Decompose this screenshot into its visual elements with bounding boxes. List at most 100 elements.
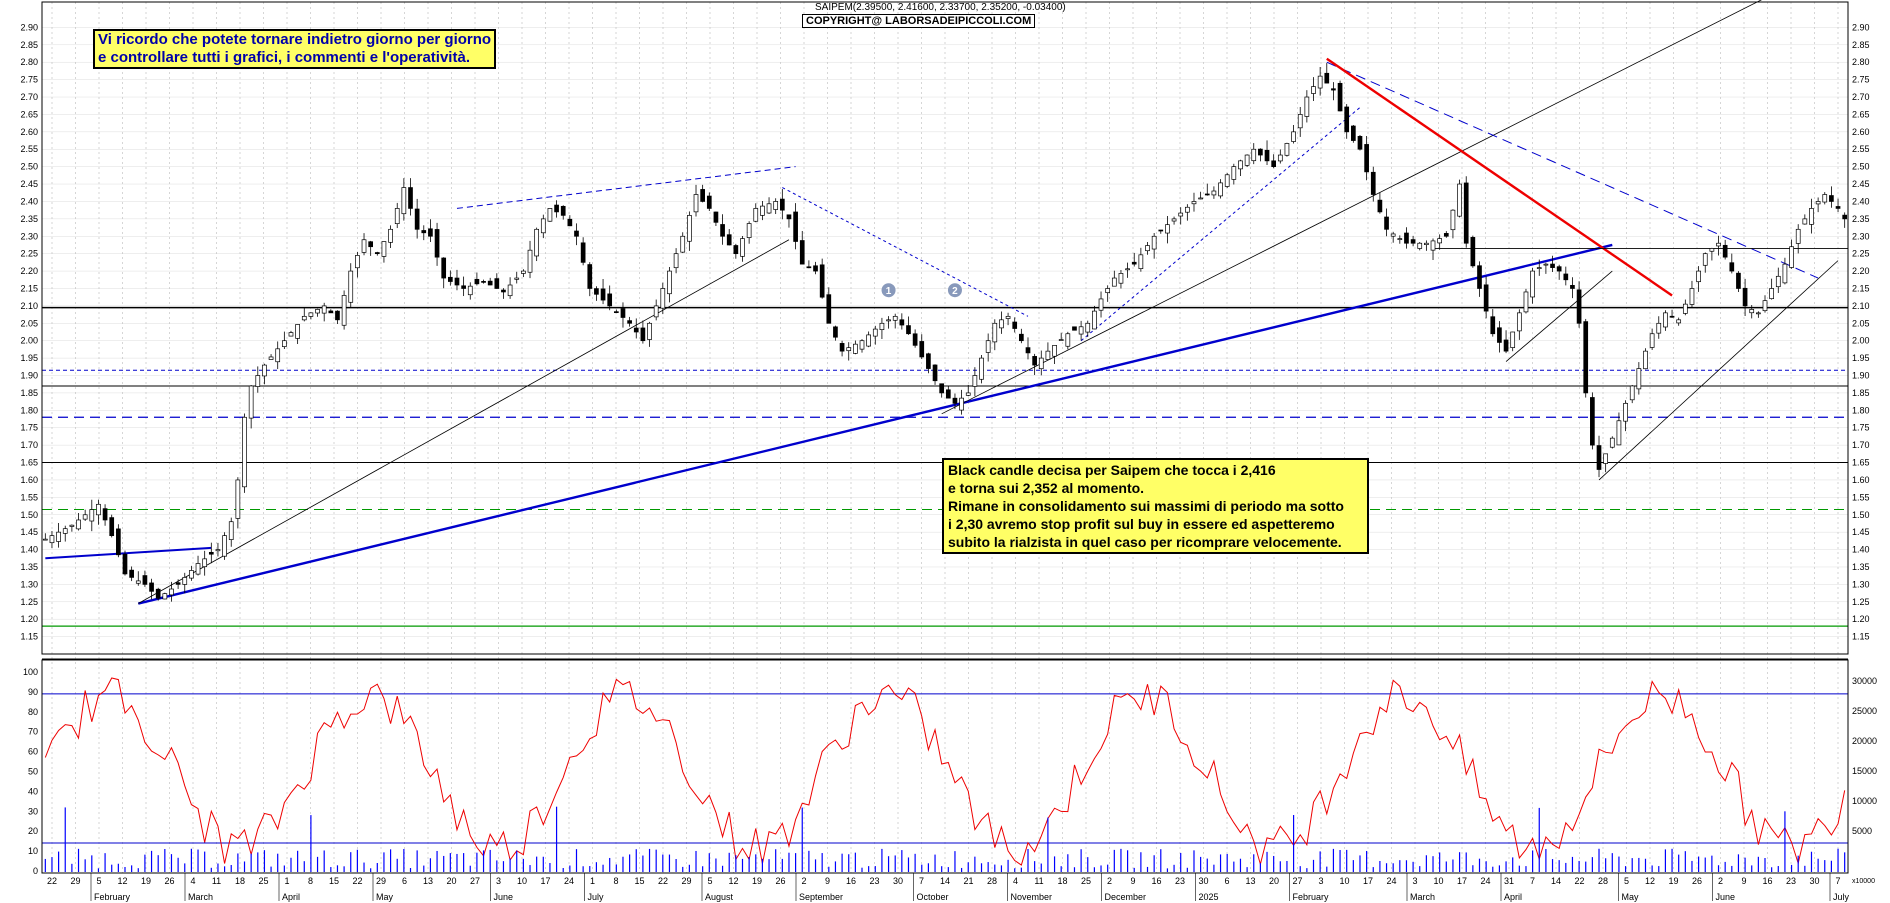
candle-body (288, 332, 294, 337)
x-day-tick-label: 3 (1412, 876, 1417, 886)
candle-body (1098, 298, 1104, 311)
candle-body (62, 528, 68, 534)
candle-body (826, 294, 832, 324)
trend-line-dotted (1080, 107, 1361, 342)
candle-body (1038, 357, 1044, 370)
candle-body (1032, 356, 1037, 366)
candle-body (866, 334, 871, 347)
candle-body (1012, 321, 1018, 329)
candle-body (587, 264, 593, 289)
candle-body (760, 205, 765, 216)
candle-body (540, 218, 546, 234)
candle-body (109, 517, 115, 536)
candle-body (1331, 88, 1336, 91)
candle-body (135, 580, 141, 584)
y-tick-label-right: 1.20 (1852, 614, 1870, 624)
candle-body (574, 230, 579, 237)
candle-body (129, 569, 134, 578)
candle-body (1291, 131, 1296, 142)
candle-body (381, 241, 387, 257)
candle-body (421, 230, 427, 234)
candle-body (1742, 287, 1748, 307)
candle-body (919, 341, 925, 358)
candle-body (1251, 148, 1257, 162)
candle-body (687, 215, 692, 242)
candle-body (607, 293, 613, 307)
y-tick-label-right: 2.90 (1852, 22, 1870, 32)
y-tick-label-left: 2.20 (20, 266, 38, 276)
y-tick-label-right: 2.70 (1852, 92, 1870, 102)
x-day-tick-label: 16 (1151, 876, 1161, 886)
x-day-tick-label: 4 (190, 876, 195, 886)
candle-body (1404, 232, 1409, 244)
candle-body (1590, 397, 1595, 446)
candle-body (1550, 263, 1555, 268)
candle-body (706, 195, 712, 209)
candle-body (348, 270, 354, 303)
x-day-tick-label: 4 (1013, 876, 1018, 886)
y-tick-label-right: 2.10 (1852, 301, 1870, 311)
x-day-tick-label: 21 (963, 876, 973, 886)
candle-body (1689, 288, 1695, 305)
x-day-tick-label: 3 (1318, 876, 1323, 886)
candle-body (1636, 368, 1642, 390)
candle-body (799, 240, 805, 265)
x-day-tick-label: 22 (47, 876, 57, 886)
candle-body (1530, 270, 1535, 298)
y-tick-label-left: 2.65 (20, 109, 38, 119)
candle-body (142, 575, 148, 585)
candle-body (1025, 347, 1031, 354)
y-tick-label-left: 1.65 (20, 458, 38, 468)
candle-body (1450, 209, 1456, 231)
y-tick-label-left: 1.80 (20, 405, 38, 415)
candle-body (182, 577, 188, 585)
x-day-tick-label: 12 (117, 876, 127, 886)
candle-body (1437, 238, 1442, 244)
x-month-label: November (1011, 892, 1053, 902)
y-tick-label-right: 2.00 (1852, 336, 1870, 346)
candle-body (620, 308, 626, 318)
candle-body (819, 264, 825, 298)
candle-body (979, 357, 984, 380)
y-tick-label-left: 1.20 (20, 614, 38, 624)
x-day-tick-label: 7 (919, 876, 924, 886)
candle-body (985, 340, 991, 353)
candle-body (521, 270, 526, 274)
candle-body (374, 252, 380, 255)
x-day-tick-label: 11 (212, 876, 221, 886)
y-tick-label-left: 2.80 (20, 57, 38, 67)
candle-body (1072, 326, 1077, 331)
x-month-label: February (94, 892, 131, 902)
candle-body (1829, 195, 1834, 202)
candle-body (501, 289, 506, 293)
candle-body (1809, 208, 1814, 225)
candle-body (96, 503, 101, 516)
x-day-tick-label: 2 (1107, 876, 1112, 886)
candle-body (1623, 403, 1628, 422)
candle-body (1224, 174, 1230, 187)
candle-body (1264, 149, 1270, 162)
candle-body (1198, 197, 1203, 200)
candle-body (1078, 326, 1084, 335)
candle-body (1596, 445, 1602, 470)
trend-line-black (941, 0, 1762, 415)
candle-body (1218, 182, 1223, 197)
x-day-tick-label: 28 (1598, 876, 1608, 886)
y-tick-label-right: 1.95 (1852, 353, 1870, 363)
y-tick-label-left: 2.55 (20, 144, 38, 154)
marker-1: 1 (881, 283, 896, 298)
candle-body (839, 343, 845, 352)
candle-body (1277, 154, 1283, 162)
y-tick-label-right: 2.55 (1852, 144, 1870, 154)
candle-body (1158, 229, 1164, 232)
volume-bars (44, 806, 1846, 872)
candle-body (155, 588, 161, 599)
candle-body (1271, 160, 1277, 167)
y-tick-label-left: 2.30 (20, 231, 38, 241)
x-day-tick-label: 29 (681, 876, 691, 886)
candle-body (434, 229, 440, 258)
candle-body (1058, 339, 1064, 341)
candle-body (1390, 233, 1396, 237)
candle-body (647, 322, 652, 340)
